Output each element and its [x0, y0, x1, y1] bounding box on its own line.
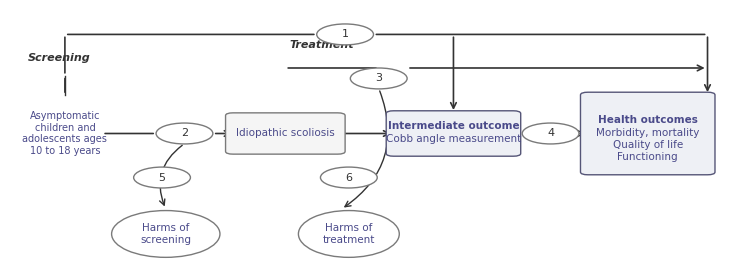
Circle shape: [156, 123, 213, 144]
Circle shape: [134, 167, 190, 188]
Circle shape: [350, 68, 407, 89]
Text: Health outcomes: Health outcomes: [598, 115, 698, 125]
Text: Harms of
treatment: Harms of treatment: [322, 223, 375, 245]
Text: Harms of
screening: Harms of screening: [140, 223, 191, 245]
Text: Morbidity, mortality
Quality of life
Functioning: Morbidity, mortality Quality of life Fun…: [596, 128, 700, 162]
Text: 6: 6: [345, 173, 352, 183]
Text: Asymptomatic
children and
adolescents ages
10 to 18 years: Asymptomatic children and adolescents ag…: [22, 111, 107, 156]
Circle shape: [522, 123, 579, 144]
Text: Treatment: Treatment: [289, 40, 354, 50]
Text: 3: 3: [375, 73, 382, 83]
Circle shape: [316, 24, 374, 45]
Text: Cobb angle measurement: Cobb angle measurement: [386, 135, 521, 145]
Text: 5: 5: [158, 173, 166, 183]
Text: 1: 1: [341, 29, 349, 39]
Ellipse shape: [112, 210, 220, 257]
Text: Intermediate outcome: Intermediate outcome: [388, 121, 519, 131]
FancyBboxPatch shape: [386, 111, 520, 156]
FancyBboxPatch shape: [580, 92, 715, 175]
Circle shape: [320, 167, 377, 188]
FancyBboxPatch shape: [226, 113, 345, 154]
Ellipse shape: [298, 210, 399, 257]
Text: Idiopathic scoliosis: Idiopathic scoliosis: [236, 128, 334, 138]
Text: 2: 2: [181, 128, 188, 138]
Text: Screening: Screening: [28, 53, 90, 63]
Text: 4: 4: [547, 128, 554, 138]
